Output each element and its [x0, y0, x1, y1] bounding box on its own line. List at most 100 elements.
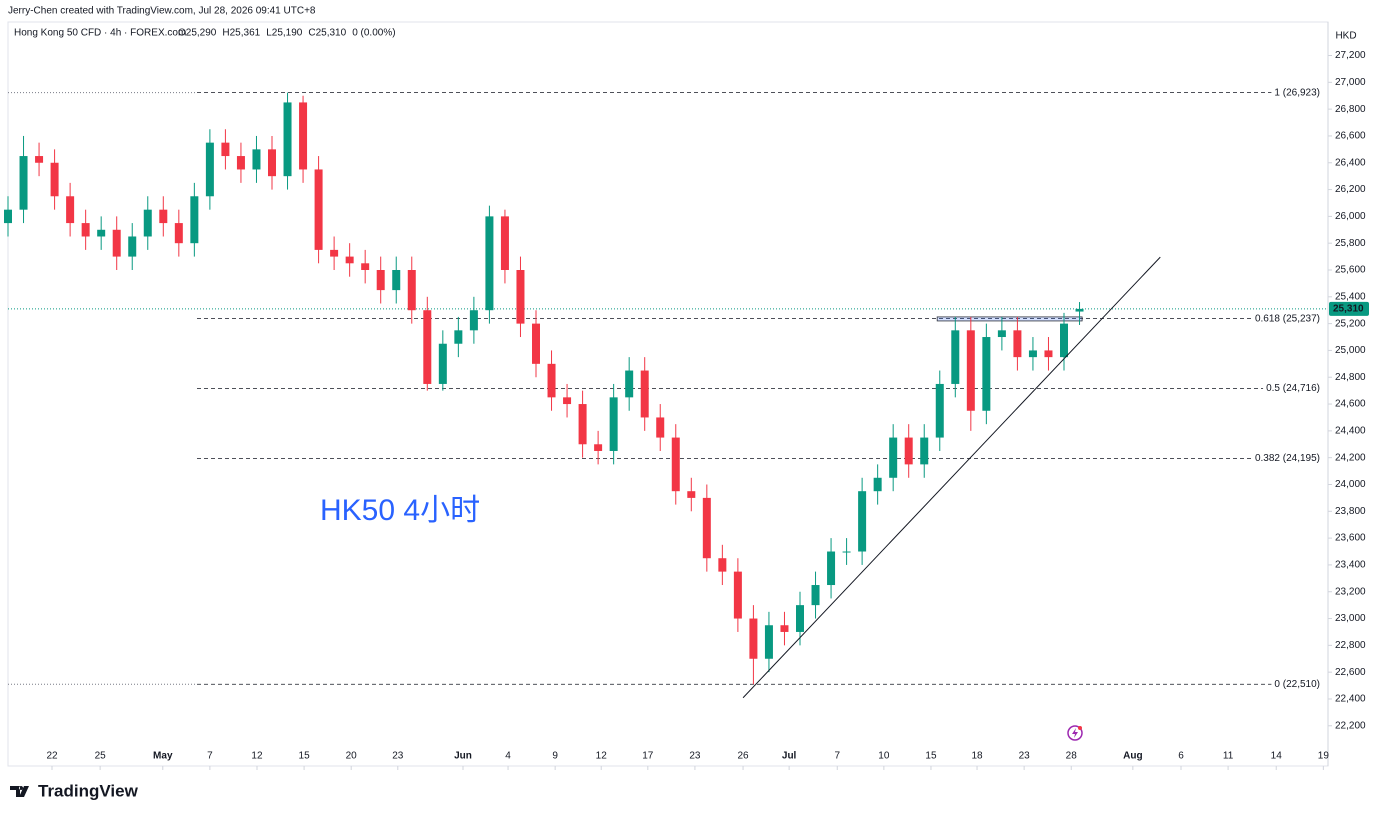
alert-icon: [1067, 725, 1083, 741]
y-tick-label: 26,000: [1335, 211, 1366, 222]
candle-body: [35, 156, 44, 163]
y-tick-label: 24,200: [1335, 452, 1366, 463]
candle-body: [1075, 308, 1084, 312]
y-tick-label: 27,000: [1335, 77, 1366, 88]
candle-body: [252, 149, 261, 170]
candle-body: [128, 236, 137, 257]
candle-body: [50, 162, 59, 197]
candle-body: [532, 323, 540, 364]
legend-value: 25,361: [230, 28, 261, 39]
candle-body: [594, 444, 603, 451]
x-tick-label: 15: [299, 751, 311, 762]
y-tick-label: 22,400: [1335, 694, 1366, 705]
candle-body: [780, 625, 789, 632]
candle-body: [547, 363, 556, 398]
x-tick-label: 9: [552, 751, 558, 762]
candle-body: [392, 270, 401, 291]
candle-body: [966, 330, 975, 411]
currency: HKD: [1335, 31, 1356, 42]
candle-body: [407, 270, 416, 311]
fib-label-bg: [1271, 678, 1323, 690]
x-tick-label: 23: [1019, 751, 1031, 762]
x-tick-label: May: [153, 751, 173, 762]
y-tick-label: 25,600: [1335, 265, 1366, 276]
y-tick-label: 23,000: [1335, 613, 1366, 624]
x-tick-label: 10: [878, 751, 890, 762]
fib-label: 0 (22,510): [1274, 679, 1320, 690]
candle-body: [454, 330, 463, 344]
legend-value: 25,290: [186, 28, 217, 39]
candle-body: [1028, 350, 1037, 358]
y-tick-label: 26,600: [1335, 131, 1366, 142]
fib-label: 0.5 (24,716): [1266, 383, 1320, 394]
candle-body: [19, 156, 28, 210]
credit: Jerry-Chen created with TradingView.com,…: [8, 6, 316, 17]
x-tick-label: Jul: [782, 751, 797, 762]
candle-body: [640, 370, 649, 418]
x-tick-label: 20: [346, 751, 358, 762]
last-price-tag: [1329, 301, 1369, 316]
x-tick-label: Aug: [1123, 751, 1142, 762]
candle-body: [500, 216, 509, 270]
fib-label: 0.382 (24,195): [1255, 453, 1320, 464]
x-tick-label: 26: [737, 751, 749, 762]
fib-label: 1 (26,923): [1274, 87, 1320, 98]
candle-body: [764, 625, 773, 659]
candle-body: [920, 437, 929, 465]
x-tick-label: 17: [642, 751, 654, 762]
candle-body: [112, 229, 121, 257]
legend-value: 25,310: [316, 28, 347, 39]
y-tick-label: 24,400: [1335, 426, 1366, 437]
fib-label-bg: [1271, 87, 1323, 99]
candle-body: [951, 330, 960, 384]
candle-body: [811, 585, 820, 606]
y-tick-label: 24,000: [1335, 479, 1366, 490]
candle-body: [889, 437, 898, 478]
brand: TradingView: [38, 781, 139, 800]
candle-body: [796, 605, 804, 632]
resistance-box: [936, 316, 1083, 322]
candle-body: [97, 229, 106, 237]
candle-body: [159, 209, 168, 224]
x-tick-label: 19: [1318, 751, 1330, 762]
candle-body: [221, 142, 230, 157]
candle-body: [283, 102, 292, 177]
candle-body: [578, 404, 587, 445]
x-tick-label: 23: [689, 751, 701, 762]
y-tick-label: 22,600: [1335, 667, 1366, 678]
annotation: HK50 4小时: [320, 494, 480, 527]
candle-body: [345, 256, 354, 264]
y-tick-label: 23,400: [1335, 560, 1366, 571]
candle-body: [873, 477, 882, 492]
candle-body: [749, 618, 758, 659]
candle-body: [842, 551, 851, 553]
change: 0 (0.00%): [352, 28, 395, 39]
candle-body: [1013, 330, 1022, 358]
legend-prefix: L: [266, 28, 272, 39]
candle-body: [438, 343, 447, 384]
y-tick-label: 25,800: [1335, 238, 1366, 249]
y-tick-label: 26,400: [1335, 157, 1366, 168]
candle-body: [516, 270, 525, 324]
candle-body: [66, 196, 75, 224]
y-tick-label: 27,200: [1335, 50, 1366, 61]
candle-body: [718, 558, 727, 572]
candle-body: [997, 330, 1006, 338]
candle-body: [485, 216, 494, 311]
x-tick-label: 7: [207, 751, 213, 762]
legend-prefix: C: [308, 28, 315, 39]
candle-body: [268, 149, 276, 177]
y-tick-label: 24,800: [1335, 372, 1366, 383]
candle-body: [361, 263, 370, 270]
x-tick-label: 11: [1223, 751, 1234, 762]
x-tick-label: 4: [505, 751, 511, 762]
candle-body: [625, 370, 634, 398]
candle-body: [469, 310, 478, 331]
x-tick-label: 6: [1178, 751, 1184, 762]
x-tick-label: 22: [46, 751, 58, 762]
candle-body: [81, 223, 90, 237]
x-tick-label: 12: [596, 751, 608, 762]
plot-frame: [7, 21, 1329, 767]
